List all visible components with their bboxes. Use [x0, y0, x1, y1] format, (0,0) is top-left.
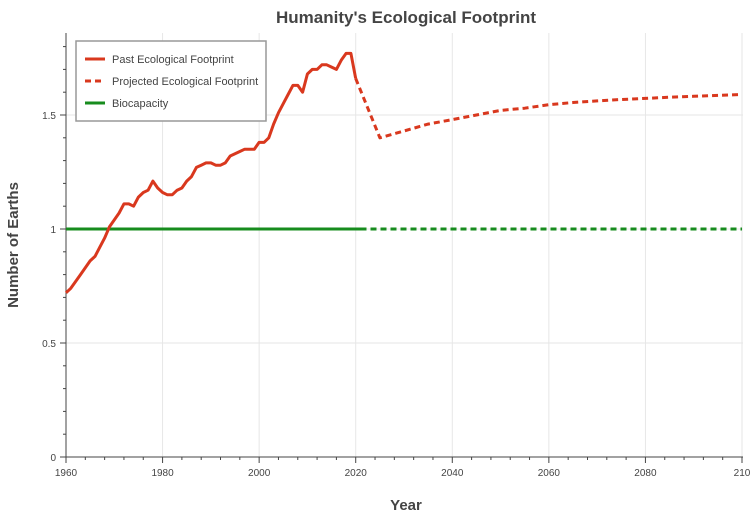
legend-label: Biocapacity: [112, 98, 169, 110]
y-tick-label: 0: [50, 453, 56, 464]
x-tick-label: 2080: [634, 468, 657, 479]
x-tick-label: 2020: [345, 468, 368, 479]
series-line-past-ecological-footprint: [64, 51, 358, 294]
x-tick-label: 2060: [538, 468, 561, 479]
series-layer: [64, 51, 743, 294]
x-tick-label: 1960: [55, 468, 78, 479]
legend-box: [75, 40, 267, 122]
series-line-projected-ecological-footprint: [354, 77, 743, 140]
y-axis-label: Number of Earths: [5, 182, 22, 308]
x-tick-label: 210: [734, 468, 750, 479]
legend-label: Projected Ecological Footprint: [112, 76, 258, 88]
y-tick-label: 0.5: [42, 339, 56, 350]
x-tick-label: 2040: [441, 468, 464, 479]
x-axis-label: Year: [390, 497, 422, 514]
y-tick-label: 1: [50, 225, 56, 236]
x-tick-label: 1980: [151, 468, 174, 479]
x-tick-label: 2000: [248, 468, 271, 479]
legend-label: Past Ecological Footprint: [112, 54, 234, 66]
chart-title: Humanity's Ecological Footprint: [276, 8, 536, 27]
legend: Past Ecological Footprint Projected Ecolo…: [75, 40, 267, 122]
y-tick-label: 1.5: [42, 111, 56, 122]
